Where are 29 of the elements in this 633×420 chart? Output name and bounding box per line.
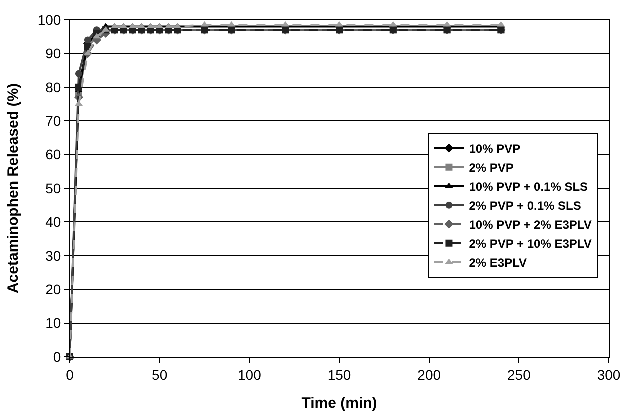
x-tick-label: 100 (238, 366, 262, 383)
y-tick-label: 50 (46, 180, 62, 196)
y-axis-title: Acetaminophen Released (%) (5, 83, 22, 294)
y-tick-label: 70 (46, 113, 62, 129)
y-tick-label: 10 (46, 315, 62, 332)
x-tick-label: 300 (597, 366, 621, 383)
point (75, 70, 82, 78)
y-tick-label: 30 (46, 248, 62, 264)
legend-label: 2% PVP (469, 161, 514, 176)
legend-label: 2% E3PLV (469, 256, 528, 270)
y-tick-label: 90 (46, 46, 62, 62)
legend-label: 10% PVP + 0.1% SLS (469, 180, 588, 194)
x-tick-label: 50 (152, 366, 168, 383)
point (84, 36, 92, 44)
legend-label: 2% PVP + 10% E3PLV (469, 237, 592, 252)
x-tick-label: 250 (507, 366, 532, 383)
y-tick-label: 0 (53, 348, 62, 365)
legend-label: 2% PVP + 0.1% SLS (469, 199, 582, 214)
y-tick-label: 100 (38, 12, 62, 28)
x-tick-label: 200 (418, 366, 442, 383)
legend-label: 10% PVP (469, 142, 521, 156)
x-tick-label: 150 (328, 366, 352, 383)
x-tick-label: 0 (66, 366, 74, 383)
y-tick-label: 20 (46, 282, 62, 298)
legend-label: 10% PVP + 2% E3PLV (469, 218, 592, 232)
x-axis-title: Time (min) (302, 394, 378, 412)
y-tick-label: 40 (46, 214, 62, 230)
y-tick-label: 80 (46, 79, 62, 96)
y-tick-label: 60 (46, 146, 62, 163)
